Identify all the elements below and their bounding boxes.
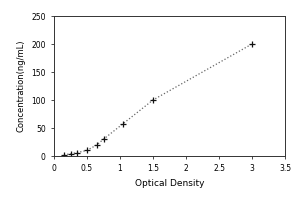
Point: [101, 138, 106, 141]
Point: [68, 152, 73, 155]
X-axis label: Optical Density: Optical Density: [135, 179, 204, 188]
Point: [94, 143, 99, 146]
Point: [121, 122, 126, 125]
Point: [61, 153, 66, 156]
Point: [75, 151, 80, 154]
Point: [151, 98, 155, 102]
Point: [85, 149, 89, 152]
Point: [250, 42, 254, 46]
Y-axis label: Concentration(ng/mL): Concentration(ng/mL): [16, 40, 26, 132]
